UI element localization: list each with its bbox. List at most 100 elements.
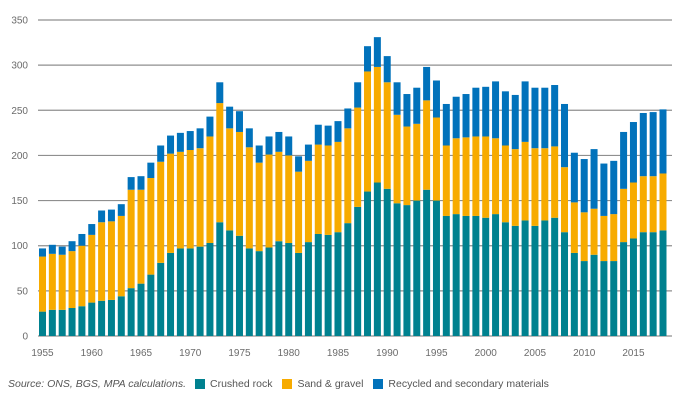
bar-crushed-rock-1967 [157,262,165,336]
legend-label: Sand & gravel [297,378,364,390]
bar-crushed-rock-1961 [98,300,106,336]
bar-crushed-rock-2017 [649,232,657,336]
bar-sand-gravel-2012 [600,215,608,262]
bar-sand-gravel-2004 [521,141,529,221]
bar-recycled-and-secondary-materials-2007 [551,85,559,147]
bar-sand-gravel-1996 [442,145,450,216]
bar-recycled-and-secondary-materials-2018 [659,109,667,174]
bar-crushed-rock-1981 [295,252,303,336]
x-tick-label: 1955 [31,348,54,359]
bar-crushed-rock-2005 [531,225,539,336]
bar-crushed-rock-1970 [186,248,194,336]
x-tick-label: 1975 [228,348,251,359]
bar-sand-gravel-1955 [39,256,46,312]
bar-sand-gravel-2003 [511,149,519,226]
x-tick-label: 1965 [130,348,153,359]
bar-crushed-rock-1958 [68,308,76,336]
legend-item-sand-gravel: Sand & gravel [282,378,363,390]
bar-crushed-rock-1999 [472,215,480,336]
bar-recycled-and-secondary-materials-1992 [403,94,411,127]
bar-recycled-and-secondary-materials-1984 [324,125,332,146]
bar-recycled-and-secondary-materials-1991 [393,82,401,115]
bar-crushed-rock-2002 [501,222,509,336]
legend-swatch-crushed-rock [195,379,205,389]
x-tick-label: 1985 [327,348,350,359]
bar-sand-gravel-1961 [98,222,106,301]
bar-recycled-and-secondary-materials-1962 [107,209,115,222]
legend-item-recycled: Recycled and secondary materials [373,378,549,390]
bar-crushed-rock-1986 [344,223,352,336]
bar-recycled-and-secondary-materials-1959 [78,233,86,246]
y-tick-label: 0 [22,332,28,343]
bar-recycled-and-secondary-materials-1983 [314,124,322,145]
bar-recycled-and-secondary-materials-1993 [413,87,421,124]
bar-crushed-rock-1987 [354,206,362,336]
bar-recycled-and-secondary-materials-1955 [39,248,46,257]
bar-sand-gravel-1959 [78,245,86,307]
bar-sand-gravel-1966 [147,178,155,275]
bar-crushed-rock-1968 [167,252,175,336]
bar-sand-gravel-2010 [580,212,588,262]
bar-crushed-rock-1979 [275,241,283,336]
bar-sand-gravel-1979 [275,151,283,242]
bar-crushed-rock-1991 [393,203,401,336]
bar-recycled-and-secondary-materials-1975 [235,111,243,132]
bar-recycled-and-secondary-materials-1970 [186,131,194,151]
bar-recycled-and-secondary-materials-1967 [157,145,165,162]
bar-crushed-rock-2013 [610,261,618,336]
bar-crushed-rock-2014 [620,242,628,336]
bar-sand-gravel-2011 [590,208,598,255]
bar-crushed-rock-1989 [373,182,381,336]
bar-recycled-and-secondary-materials-1973 [216,82,224,104]
bar-sand-gravel-1962 [107,221,115,300]
bar-sand-gravel-1975 [235,131,243,236]
bar-sand-gravel-1970 [186,150,194,249]
bar-sand-gravel-1983 [314,144,322,234]
bar-recycled-and-secondary-materials-1974 [226,106,234,129]
bar-crushed-rock-1975 [235,235,243,336]
bar-crushed-rock-2008 [561,232,569,336]
bar-recycled-and-secondary-materials-1957 [58,246,66,255]
bar-crushed-rock-1985 [334,232,342,336]
y-tick-label: 350 [11,16,28,27]
bar-crushed-rock-1992 [403,205,411,336]
bar-sand-gravel-1978 [265,154,273,248]
bar-recycled-and-secondary-materials-1965 [137,176,145,190]
x-axis-ticks: 1955 1960 1965 1970 1975 1980 1985 1990 1995 2000… [31,348,645,359]
x-tick-label: 1970 [179,348,202,359]
bar-crushed-rock-1965 [137,283,145,336]
bar-crushed-rock-1974 [226,230,234,336]
bar-crushed-rock-1978 [265,247,273,336]
bar-crushed-rock-1964 [127,288,135,336]
bar-crushed-rock-2009 [570,252,578,336]
bar-sand-gravel-1993 [413,123,421,201]
bar-recycled-and-secondary-materials-1977 [255,145,263,163]
bar-sand-gravel-1956 [48,253,56,310]
legend-swatch-sand-gravel [282,379,293,389]
bar-recycled-and-secondary-materials-2006 [541,87,549,149]
bar-recycled-and-secondary-materials-2011 [590,149,598,209]
bar-crushed-rock-2011 [590,254,598,336]
bar-recycled-and-secondary-materials-1994 [423,66,431,101]
bar-sand-gravel-2015 [629,182,637,239]
bar-sand-gravel-1974 [226,128,234,231]
bar-sand-gravel-2000 [482,136,490,218]
bar-crushed-rock-2004 [521,220,529,336]
y-tick-label: 250 [11,106,28,117]
x-tick-label: 1960 [81,348,104,359]
bar-recycled-and-secondary-materials-1961 [98,210,106,223]
bar-sand-gravel-1980 [285,155,293,244]
bar-crushed-rock-1996 [442,215,450,336]
bar-recycled-and-secondary-materials-2008 [561,103,569,168]
bar-sand-gravel-1969 [176,151,184,249]
bar-crushed-rock-1956 [48,309,56,336]
bar-recycled-and-secondary-materials-1956 [48,244,56,254]
bar-crushed-rock-1972 [206,243,214,336]
bar-recycled-and-secondary-materials-1958 [68,241,76,252]
bar-crushed-rock-2012 [600,261,608,336]
bar-crushed-rock-2016 [639,232,647,336]
bar-crushed-rock-2003 [511,225,519,336]
bar-crushed-rock-1983 [314,233,322,336]
bar-sand-gravel-2016 [639,176,647,233]
bar-crushed-rock-1990 [383,188,391,336]
